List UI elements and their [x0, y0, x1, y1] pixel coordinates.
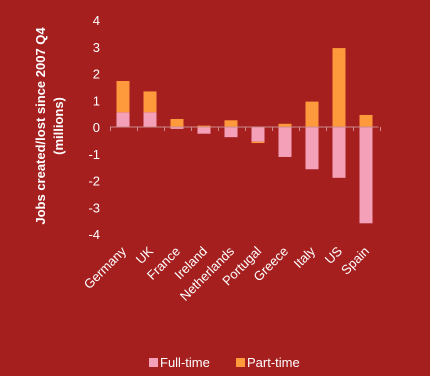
bars: [116, 48, 373, 224]
legend-label-full-time: Full-time: [160, 355, 210, 370]
y-tick-label: 1: [93, 93, 100, 108]
bar-full-time-uk: [143, 112, 157, 127]
y-tick-label: 4: [93, 13, 100, 28]
x-tick-label-italy: Italy: [291, 243, 319, 271]
y-tick-label: 3: [93, 40, 100, 55]
x-tick-label-germany: Germany: [81, 243, 130, 292]
bar-part-time-spain: [359, 114, 373, 127]
x-tick-label-spain: Spain: [338, 244, 372, 278]
bar-part-time-italy: [305, 101, 319, 127]
y-tick-label: -4: [88, 227, 100, 242]
bar-full-time-netherlands: [224, 127, 238, 138]
bar-part-time-uk: [143, 91, 157, 113]
y-axis-title-line2: (millions): [51, 97, 66, 155]
bar-full-time-italy: [305, 127, 319, 170]
bar-part-time-portugal: [251, 141, 265, 144]
bar-part-time-germany: [116, 80, 130, 113]
x-axis-labels: Germany UKFranceIrelandNetherlandsPortuga…: [81, 243, 372, 304]
y-axis-ticks: 4 3 2 1 0 -1 -2 -3 -4: [88, 13, 100, 242]
bar-part-time-ireland: [197, 125, 211, 127]
bar-part-time-netherlands: [224, 120, 238, 127]
bar-full-time-greece: [278, 127, 292, 157]
y-tick-label: 0: [93, 120, 100, 135]
legend-swatch-full-time: [149, 358, 158, 367]
bar-full-time-portugal: [251, 127, 265, 142]
y-axis-title-line1: Jobs created/lost since 2007 Q4: [33, 27, 48, 225]
y-tick-label: 2: [93, 67, 100, 82]
y-tick-label: -2: [88, 174, 100, 189]
y-axis-title: Jobs created/lost since 2007 Q4 (million…: [33, 27, 66, 225]
legend-label-part-time: Part-time: [247, 355, 300, 370]
bar-full-time-ireland: [197, 127, 211, 134]
bar-full-time-spain: [359, 127, 373, 224]
bar-full-time-us: [332, 127, 346, 178]
x-axis-tick-marks: [110, 127, 381, 131]
legend-swatch-part-time: [236, 358, 245, 367]
bar-full-time-germany: [116, 112, 130, 127]
legend: Full-time Part-time: [149, 355, 300, 370]
bar-part-time-greece: [278, 123, 292, 127]
bar-full-time-france: [170, 127, 184, 129]
bar-part-time-us: [332, 48, 346, 127]
y-tick-label: -3: [88, 200, 100, 215]
bar-part-time-france: [170, 118, 184, 127]
y-tick-label: -1: [88, 147, 100, 162]
